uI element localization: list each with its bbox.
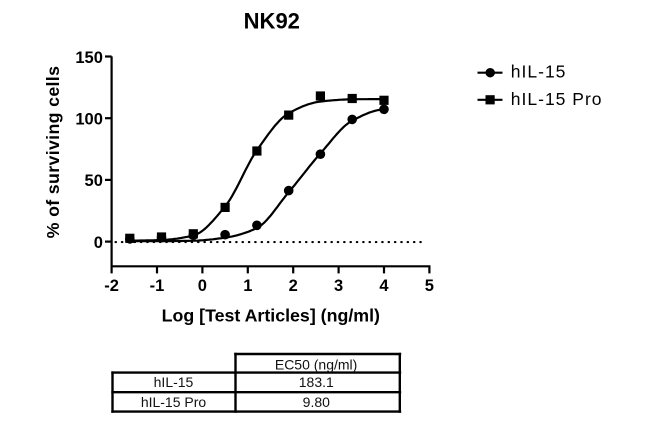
svg-text:hIL-15 Pro: hIL-15 Pro [511, 89, 603, 109]
svg-text:9.80: 9.80 [303, 394, 330, 410]
svg-text:50: 50 [85, 172, 103, 190]
svg-text:100: 100 [75, 110, 103, 128]
svg-text:NK92: NK92 [244, 9, 300, 34]
svg-text:-2: -2 [104, 277, 119, 295]
svg-text:0: 0 [198, 277, 207, 295]
svg-text:EC50 (ng/ml): EC50 (ng/ml) [275, 356, 357, 372]
svg-text:2: 2 [289, 277, 298, 295]
svg-text:Log [Test Articles] (ng/ml): Log [Test Articles] (ng/ml) [162, 305, 380, 325]
svg-text:1: 1 [243, 277, 252, 295]
svg-text:150: 150 [75, 49, 103, 67]
svg-text:hIL-15: hIL-15 [511, 62, 567, 82]
svg-text:3: 3 [334, 277, 343, 295]
svg-text:183.1: 183.1 [299, 374, 334, 390]
svg-text:hIL-15: hIL-15 [154, 374, 194, 390]
svg-text:hIL-15 Pro: hIL-15 Pro [141, 394, 207, 410]
svg-text:0: 0 [94, 234, 103, 252]
svg-text:-1: -1 [150, 277, 165, 295]
svg-text:4: 4 [379, 277, 389, 295]
svg-text:5: 5 [425, 277, 434, 295]
svg-text:% of surviving cells: % of surviving cells [43, 66, 63, 239]
